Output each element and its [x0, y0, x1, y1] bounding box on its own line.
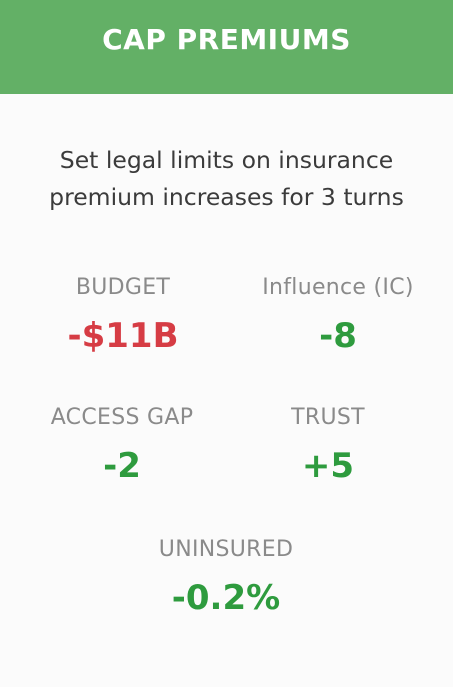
stat-budget: BUDGET -$11B [38, 275, 208, 356]
stat-uninsured: UNINSURED -0.2% [126, 537, 326, 618]
stat-value: +5 [301, 446, 355, 486]
stat-value: -8 [319, 316, 357, 356]
stat-value: -2 [103, 446, 141, 486]
stat-trust: TRUST +5 [243, 405, 413, 486]
stat-label: BUDGET [75, 275, 171, 300]
stat-access-gap: ACCESS GAP -2 [22, 405, 222, 486]
stat-label: Influence (IC) [262, 275, 414, 300]
card-description: Set legal limits on insurance premium in… [0, 142, 453, 216]
description-line-2: premium increases for 3 turns [49, 183, 404, 211]
card-title: CAP PREMIUMS [102, 22, 351, 56]
stat-label: TRUST [291, 405, 365, 430]
stat-label: ACCESS GAP [50, 405, 194, 430]
description-line-1: Set legal limits on insurance [59, 146, 394, 174]
stat-value: -0.2% [171, 578, 281, 618]
stat-label: UNINSURED [158, 537, 294, 562]
card-header: CAP PREMIUMS [0, 0, 453, 94]
stat-influence: Influence (IC) -8 [253, 275, 423, 356]
stat-value: -$11B [67, 316, 179, 356]
